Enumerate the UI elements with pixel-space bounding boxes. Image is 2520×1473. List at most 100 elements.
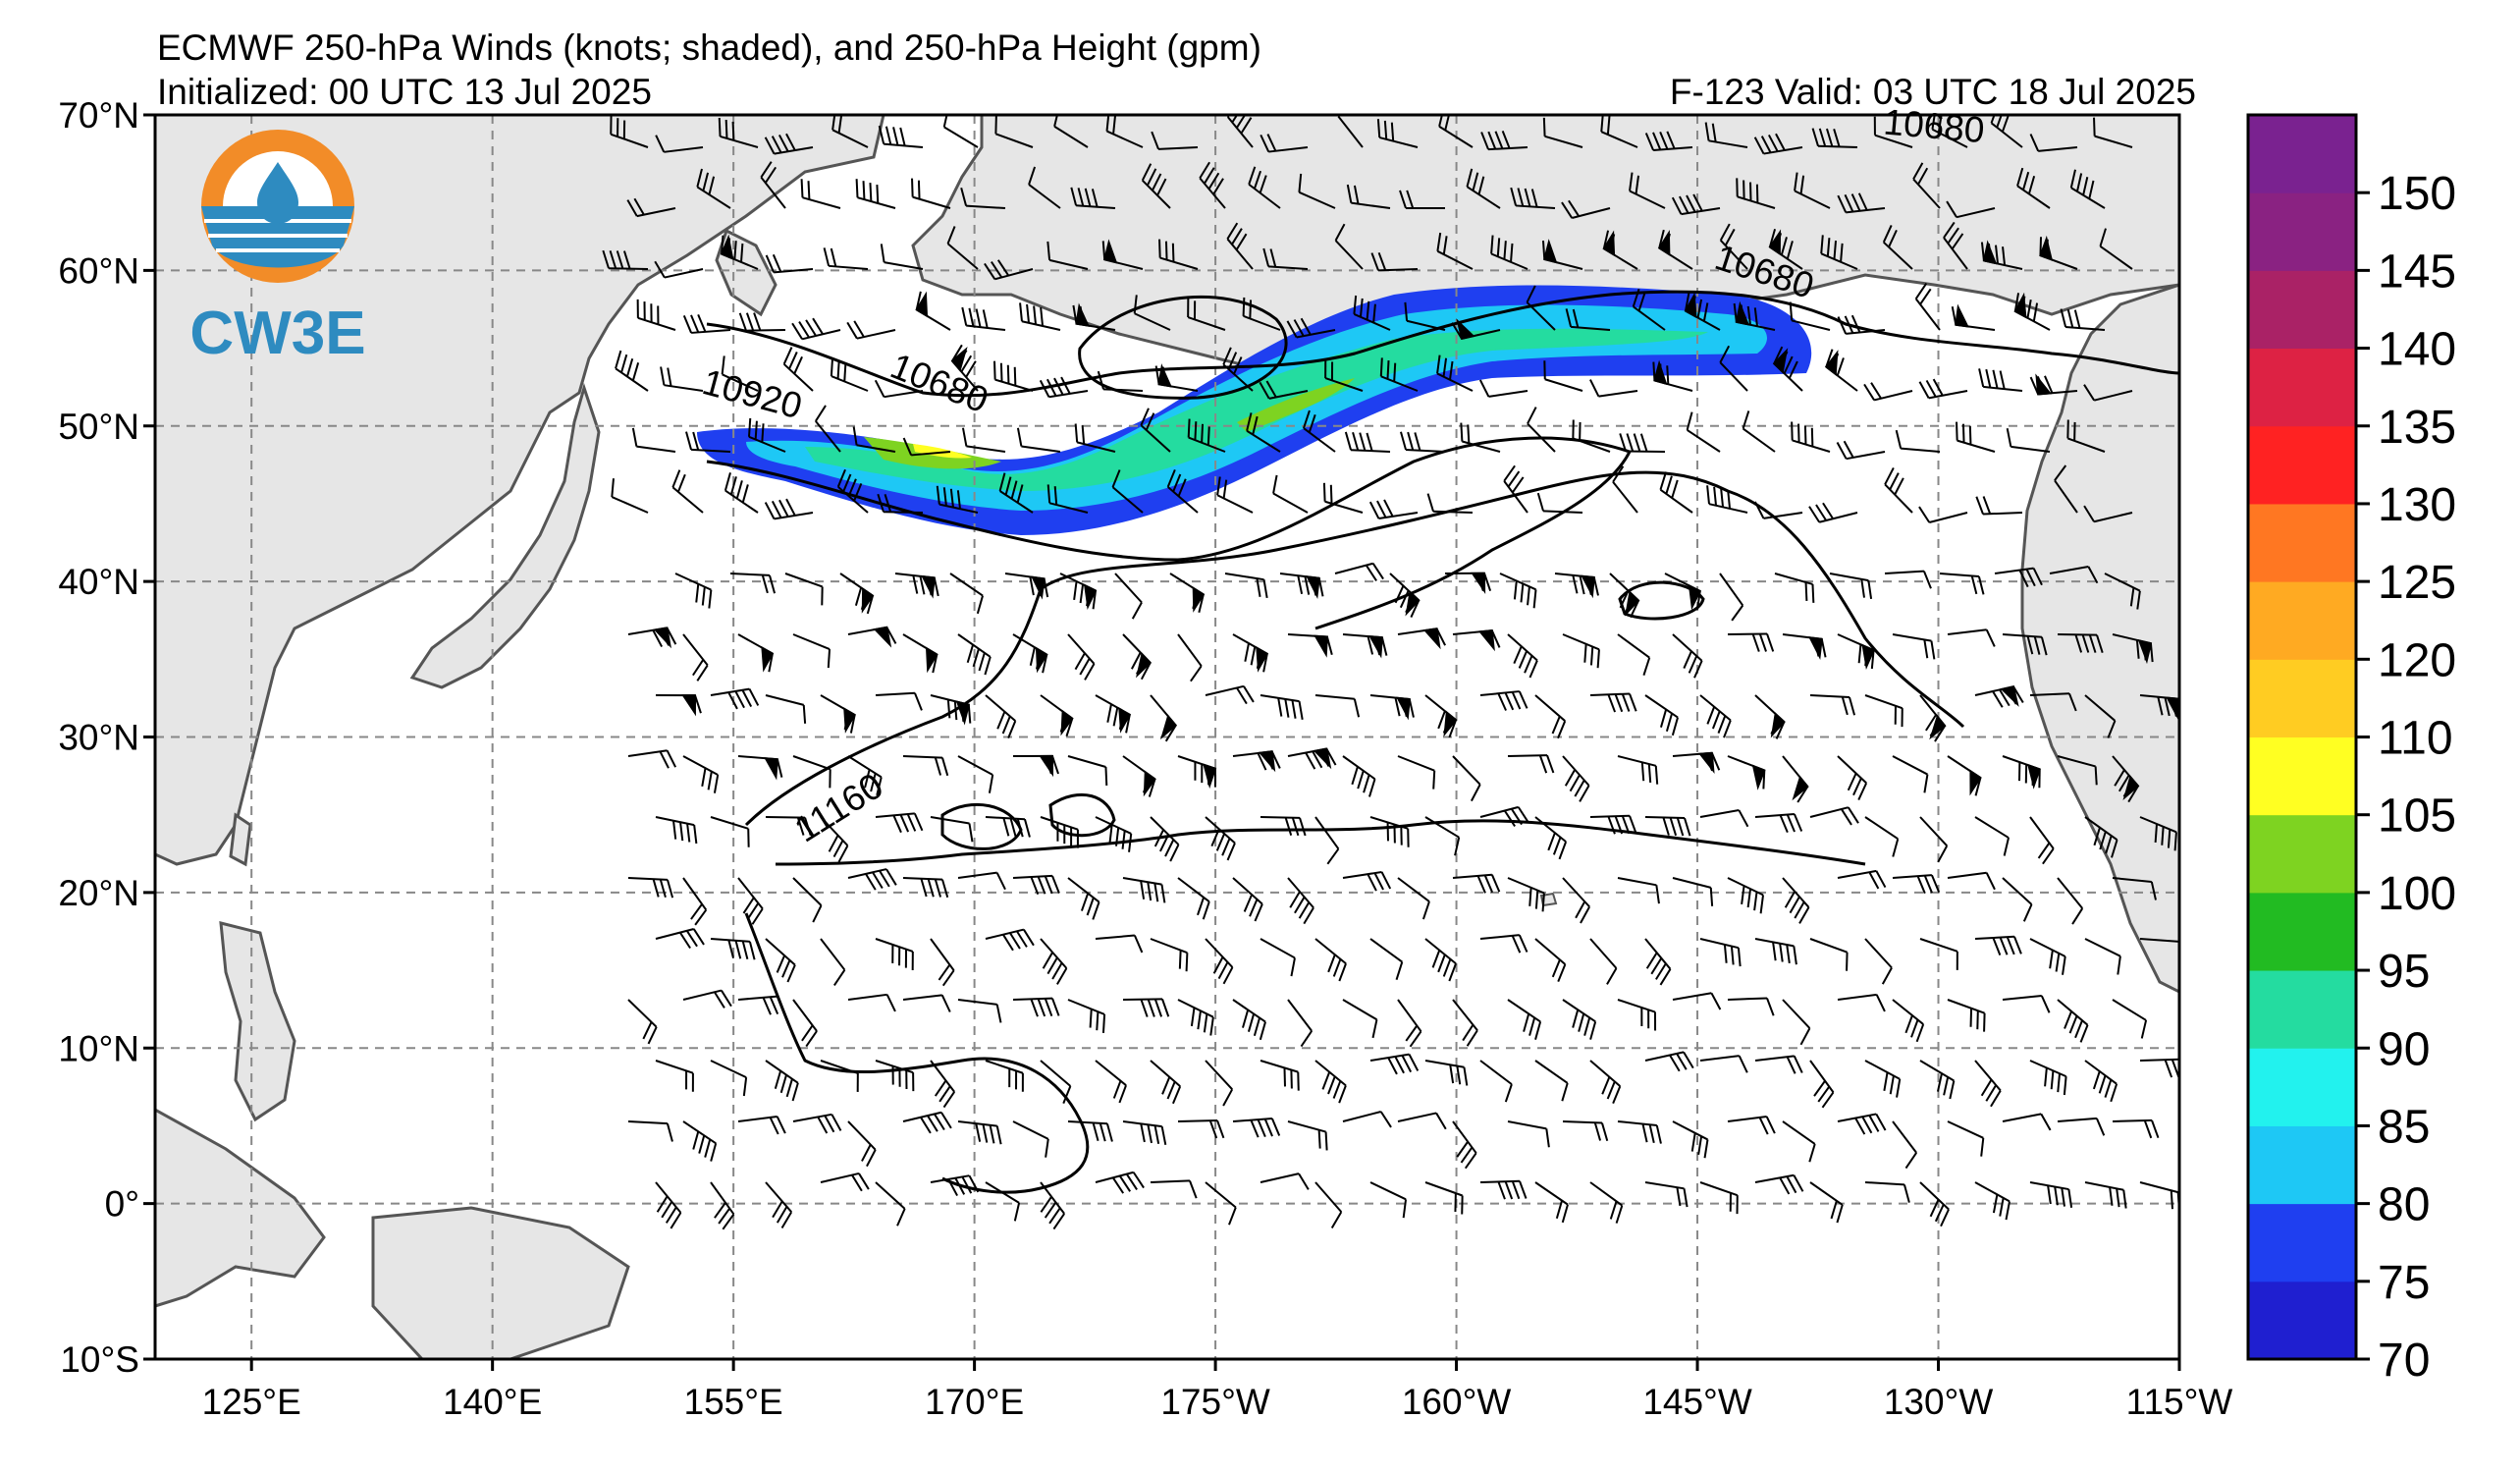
wind-barb	[2013, 292, 2051, 331]
wind-barb	[1727, 877, 1765, 914]
wind-barb	[792, 1113, 842, 1134]
wind-barb	[1892, 755, 1929, 793]
contour-11160	[744, 470, 1965, 827]
wind-barb	[1836, 440, 1886, 461]
wind-barb	[682, 313, 731, 334]
wind-barb	[1809, 1060, 1835, 1109]
wind-barb	[1534, 816, 1568, 860]
wind-barb	[674, 573, 713, 609]
wind-barb	[1947, 871, 1996, 891]
wind-barb	[1460, 422, 1501, 453]
wind-barb	[1727, 755, 1766, 791]
wind-barb	[820, 938, 846, 986]
wind-barb	[655, 816, 698, 845]
wind-barb	[1177, 1118, 1225, 1139]
wind-barb	[1974, 935, 2022, 955]
wind-barb	[1067, 877, 1100, 920]
wind-barb	[1864, 938, 1893, 985]
wind-barb	[1369, 938, 1404, 980]
wind-barb	[685, 431, 731, 453]
wind-barb	[1543, 360, 1583, 392]
wind-barb	[784, 573, 824, 606]
wind-barb	[760, 161, 786, 209]
wind-barb	[627, 749, 677, 769]
wind-barb	[1644, 131, 1693, 151]
wind-barb	[1452, 873, 1501, 894]
colorbar-label: 85	[2378, 1101, 2430, 1153]
wind-barb	[1452, 999, 1478, 1047]
colorbar-label: 110	[2378, 713, 2453, 765]
wind-barb	[1067, 1120, 1113, 1142]
wind-barb	[1479, 1060, 1513, 1103]
wind-barb	[1122, 877, 1166, 903]
wind-barb	[2112, 999, 2148, 1039]
wind-barb	[2066, 419, 2106, 453]
contour-11160-south	[775, 819, 1866, 866]
wind-barb	[2002, 1113, 2052, 1131]
wind-barb	[1562, 999, 1597, 1040]
colorbar-segment	[2248, 1281, 2356, 1360]
wind-barb	[1774, 573, 1815, 603]
wind-barb	[1337, 115, 1364, 148]
wind-barb	[1974, 685, 2024, 708]
wind-barb	[1507, 999, 1542, 1040]
wind-barb	[1095, 1171, 1145, 1194]
wind-barb	[1829, 573, 1873, 600]
wind-barb	[1452, 628, 1501, 652]
land-layer	[155, 115, 2179, 1359]
wind-barb	[1727, 632, 1775, 652]
wind-barb	[1150, 1060, 1182, 1105]
wind-barb	[902, 877, 949, 899]
colorbar-label: 140	[2378, 324, 2456, 376]
wind-barb	[1753, 501, 1803, 519]
wind-barb	[831, 115, 869, 148]
wind-barb	[994, 115, 1034, 148]
wind-barb	[792, 633, 831, 669]
lat-label: 20°N	[58, 873, 139, 913]
wind-barb	[1242, 297, 1281, 331]
wind-barb	[1074, 423, 1116, 453]
wind-barb	[2054, 464, 2078, 514]
wind-barb	[1478, 379, 1528, 398]
wind-barb	[1095, 816, 1133, 852]
wind-barb	[1644, 816, 1691, 837]
wind-barb	[724, 472, 759, 514]
wind-barb	[1040, 694, 1074, 737]
wind-barb	[2057, 877, 2084, 925]
wind-barb	[1028, 166, 1061, 209]
wind-barb	[765, 1060, 799, 1102]
wind-barb	[847, 1120, 877, 1168]
wind-barb	[792, 755, 831, 789]
lat-label: 30°N	[58, 718, 139, 758]
jet-shade-105	[913, 444, 972, 459]
wind-barb	[1918, 506, 1968, 523]
wind-barb	[615, 350, 649, 392]
wind-barb	[1232, 633, 1269, 673]
wind-barb	[847, 755, 883, 796]
wind-barb	[1882, 225, 1913, 270]
wind-barb	[1040, 1181, 1065, 1230]
wind-barb	[1376, 119, 1419, 148]
wind-barb	[682, 1120, 718, 1162]
wind-barb	[1672, 633, 1703, 679]
wind-barb	[655, 1181, 682, 1229]
wind-barb	[627, 999, 658, 1045]
wind-barb	[2057, 1117, 2106, 1136]
wind-barb	[1095, 1060, 1127, 1104]
wind-barb	[1158, 239, 1199, 270]
wind-barb	[1226, 115, 1254, 148]
wind-barb	[1768, 228, 1803, 270]
wind-barb	[782, 347, 814, 392]
wind-barb	[1809, 1181, 1844, 1224]
wind-barb	[961, 306, 1006, 331]
wind-barb	[1980, 240, 2023, 270]
colorbar-segment	[2248, 348, 2356, 427]
wind-barb	[930, 816, 974, 843]
wind-barb	[1727, 997, 1775, 1016]
wind-barb	[765, 253, 814, 274]
lat-label: 40°N	[58, 562, 139, 602]
wind-barb	[765, 938, 796, 983]
wind-barb	[1671, 193, 1721, 216]
wind-barb	[855, 179, 896, 209]
wind-barb	[1122, 1120, 1167, 1145]
